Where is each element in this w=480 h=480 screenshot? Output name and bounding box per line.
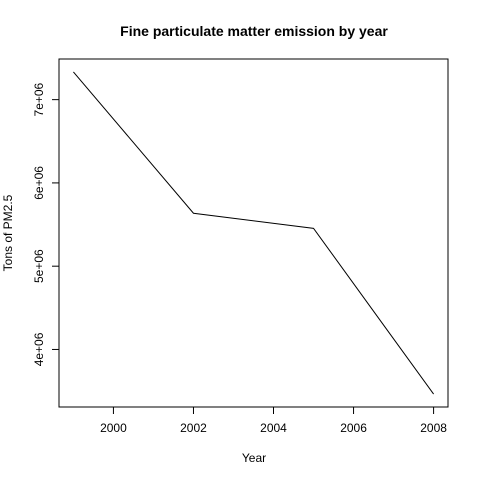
x-tick-label: 2008	[420, 421, 447, 435]
x-axis: 2000 2002 2004 2006 2008	[100, 407, 447, 435]
y-tick-label: 7e+06	[32, 82, 46, 116]
y-tick-label: 6e+06	[32, 166, 46, 200]
x-tick-label: 2006	[340, 421, 367, 435]
x-tick-label: 2004	[260, 421, 287, 435]
y-tick-label: 5e+06	[32, 249, 46, 283]
y-axis-label: Tons of PM2.5	[1, 194, 15, 271]
x-tick-label: 2002	[180, 421, 207, 435]
chart-title: Fine particulate matter emission by year	[120, 23, 388, 39]
y-axis: 4e+06 5e+06 6e+06 7e+06	[32, 82, 59, 366]
series-group	[73, 71, 434, 395]
y-tick-label: 4e+06	[32, 332, 46, 366]
series-line	[73, 71, 434, 395]
plot-frame	[58, 58, 449, 408]
x-axis-label: Year	[242, 451, 266, 465]
x-tick-label: 2000	[100, 421, 127, 435]
